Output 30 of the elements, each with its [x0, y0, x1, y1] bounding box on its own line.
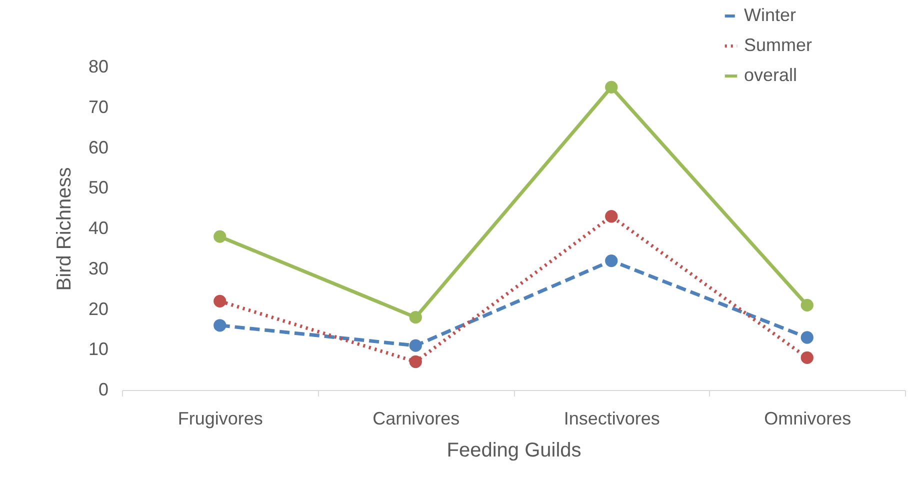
point [800, 298, 814, 312]
point [409, 311, 422, 324]
y-tick-label: 70 [88, 96, 108, 117]
point [409, 355, 422, 368]
point [214, 319, 226, 332]
x-tick-label: Omnivores [764, 408, 852, 428]
x-tick-label: Insectivores [564, 408, 660, 428]
x-axis-title: Feeding Guilds [446, 440, 582, 462]
point [605, 80, 618, 94]
point [214, 294, 226, 308]
y-tick-label: 10 [88, 339, 108, 360]
y-tick-label: 50 [88, 178, 108, 198]
x-tick-label: Carnivores [372, 408, 460, 428]
legend-label: Winter [744, 5, 796, 25]
y-tick-label: 60 [88, 137, 108, 158]
y-tick-label: 80 [88, 56, 108, 76]
y-tick-label: 40 [88, 218, 108, 238]
y-tick-label: 30 [88, 258, 108, 278]
point [800, 351, 814, 364]
point [409, 339, 422, 352]
point [605, 210, 618, 223]
point [605, 254, 618, 268]
point [800, 331, 814, 344]
y-tick-label: 20 [88, 298, 108, 319]
legend-label: overall [744, 65, 798, 85]
y-tick-label: 0 [98, 380, 108, 400]
x-tick-label: Frugivores [178, 408, 263, 428]
y-axis-title: Bird Richness [53, 167, 76, 291]
legend-label: Summer [744, 35, 812, 55]
point [214, 230, 226, 243]
